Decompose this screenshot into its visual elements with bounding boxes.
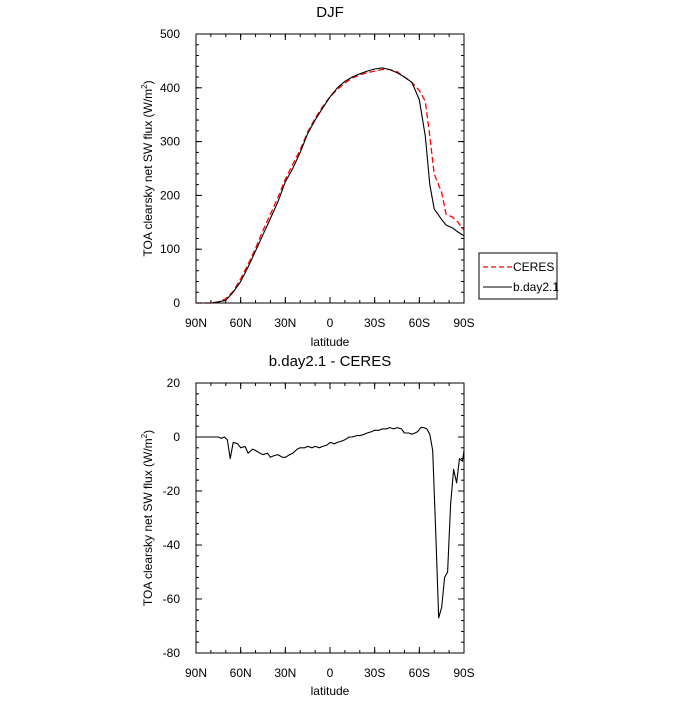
x-tick-label: 0 bbox=[327, 316, 334, 330]
y-tick-label: 400 bbox=[160, 81, 180, 95]
legend: CERES b.day2.1 bbox=[478, 252, 559, 300]
x-tick-label: 30N bbox=[274, 666, 296, 680]
legend-label-model: b.day2.1 bbox=[513, 280, 559, 294]
plot-frame bbox=[195, 33, 465, 304]
series-line-ceres bbox=[196, 68, 465, 304]
y-tick-label: -40 bbox=[163, 538, 181, 552]
x-tick-label: 30S bbox=[364, 666, 385, 680]
legend-label-ceres: CERES bbox=[513, 260, 554, 274]
y-tick-label: 300 bbox=[160, 135, 180, 149]
x-tick-label: 90S bbox=[453, 316, 474, 330]
panel-difference: b.day2.1 - CERES 90N 60N 30N 0 30S 60S 90S -80 -… bbox=[140, 353, 475, 698]
y-tick-label: 200 bbox=[160, 188, 180, 202]
y-axis-label: TOA clearsky net SW flux (W/m2) bbox=[140, 80, 155, 256]
x-tick-label: 60N bbox=[230, 316, 252, 330]
plot-frame bbox=[195, 382, 465, 654]
y-tick-label: -80 bbox=[163, 646, 181, 660]
y-tick-label: 100 bbox=[160, 242, 180, 256]
series-line-b-day2-1-ceres bbox=[196, 427, 465, 619]
panel-djf: DJF 90N 60N 30N 0 30S 60S 90S0100200300400500 … bbox=[140, 4, 559, 349]
x-tick-label: 30N bbox=[274, 316, 296, 330]
x-tick-label: 90S bbox=[453, 666, 474, 680]
y-tick-label: 20 bbox=[167, 376, 181, 390]
x-tick-label: 90N bbox=[185, 666, 207, 680]
series-line-b-day2-1 bbox=[196, 67, 465, 304]
x-tick-label: 60S bbox=[409, 316, 430, 330]
x-tick-label: 0 bbox=[327, 666, 334, 680]
y-tick-label: 0 bbox=[173, 296, 180, 310]
y-tick-label: -20 bbox=[163, 484, 181, 498]
y-tick-label: -60 bbox=[163, 592, 181, 606]
x-tick-label: 60S bbox=[409, 666, 430, 680]
chart-title: b.day2.1 - CERES bbox=[269, 353, 392, 370]
y-tick-label: 0 bbox=[173, 430, 180, 444]
x-tick-label: 90N bbox=[185, 316, 207, 330]
x-tick-label: 60N bbox=[230, 666, 252, 680]
x-axis-label: latitude bbox=[311, 335, 350, 349]
chart-title: DJF bbox=[316, 4, 344, 21]
y-axis-label: TOA clearsky net SW flux (W/m2) bbox=[140, 430, 155, 606]
y-tick-label: 500 bbox=[160, 27, 180, 41]
legend-box bbox=[478, 252, 558, 300]
x-axis-label: latitude bbox=[311, 684, 350, 698]
x-tick-label: 30S bbox=[364, 316, 385, 330]
